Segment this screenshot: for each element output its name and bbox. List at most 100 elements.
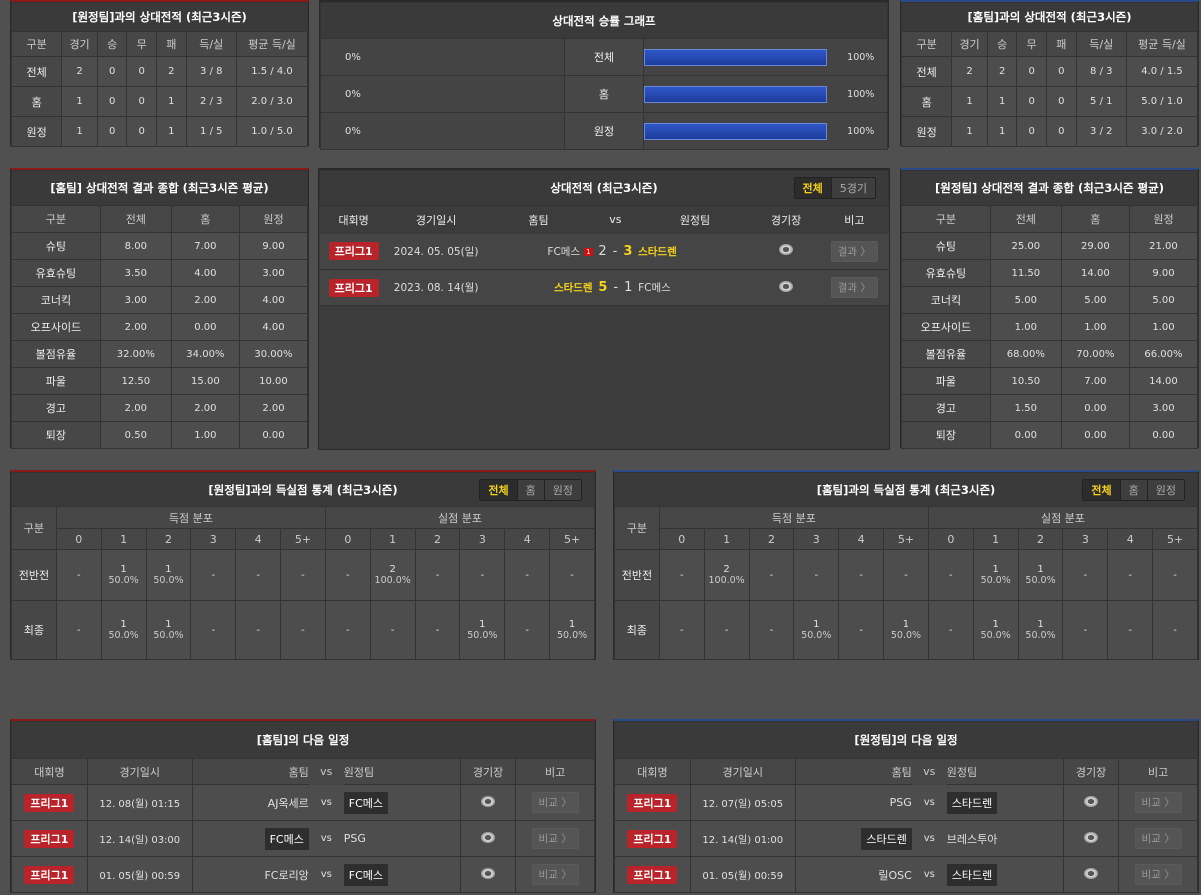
column-header: 구분 (10, 31, 63, 57)
dist-count: 1 (992, 619, 999, 630)
cell-value: 66.00% (1128, 340, 1199, 368)
tab-0[interactable]: 전체 (1083, 479, 1120, 500)
result-button[interactable]: 결과 〉 (830, 277, 878, 298)
stadium-icon[interactable] (481, 831, 496, 843)
compare-button[interactable]: 비교 〉 (1134, 828, 1182, 849)
cell-value: 1 (156, 86, 187, 117)
stadium-icon[interactable] (779, 280, 794, 292)
stadium-icon[interactable] (1084, 831, 1099, 843)
compare-button[interactable]: 비교 〉 (531, 828, 579, 849)
cell-value: 0 (126, 56, 158, 87)
stadium-icon[interactable] (481, 795, 496, 807)
league-badge[interactable]: 프리그1 (24, 829, 75, 848)
column-header: 구분 (11, 205, 101, 233)
dist-count: - (256, 624, 260, 636)
dist-cell: - (658, 600, 705, 660)
tab-1[interactable]: 홈 (1119, 479, 1147, 500)
cell-value: 30.00% (238, 340, 309, 368)
tab-0[interactable]: 전체 (794, 178, 831, 198)
panel-title: [원정팀] 상대전적 결과 종합 (최근3시즌 평균) (901, 170, 1198, 206)
league-badge[interactable]: 프리그1 (328, 278, 379, 297)
tab-1[interactable]: 5경기 (830, 178, 875, 198)
stadium-icon[interactable] (1084, 795, 1099, 807)
cell-value: 0 (96, 86, 128, 117)
cell-value: 0.00 (989, 421, 1062, 449)
league-badge[interactable]: 프리그1 (328, 242, 379, 261)
league-badge[interactable]: 프리그1 (24, 865, 75, 884)
result-button[interactable]: 결과 〉 (830, 240, 878, 262)
row-label: 홈 (10, 86, 63, 117)
date-cell: 12. 07(일) 05:05 (689, 784, 796, 821)
dist-count: 1 (479, 619, 486, 630)
column-header: 득/실 (185, 31, 237, 57)
panel-title-text: [홈팀]의 다음 일정 (256, 733, 350, 747)
dist-percent: 50.0% (980, 630, 1011, 641)
title-row: [홈팀]과의 상대전적 (최근3시즌) (901, 2, 1198, 32)
home-team-cell: 릴OSC (794, 856, 912, 893)
away-team-cell: 브레스투아 (946, 820, 1064, 857)
vs-cell: vs (308, 784, 344, 821)
away-team[interactable]: PSG (343, 832, 366, 845)
cell-value: 4.00 (170, 259, 240, 287)
home-team[interactable]: FC메스 (264, 827, 309, 850)
dist-count: - (435, 569, 440, 581)
home-team[interactable]: 스타드렌 (861, 827, 912, 850)
home-team[interactable]: 스타드렌 (553, 282, 593, 294)
league-badge[interactable]: 프리그1 (627, 793, 678, 812)
dist-count: - (1173, 569, 1177, 581)
compare-button[interactable]: 비교 〉 (531, 792, 579, 813)
table-row: 오프사이드 1.00 1.00 1.00 (901, 313, 1199, 341)
home-team[interactable]: FC메스 (547, 245, 581, 258)
vs-label: vs (320, 869, 332, 880)
stadium-icon[interactable] (481, 867, 496, 879)
column-header: 평균 득/실 (235, 31, 309, 57)
away-team[interactable]: FC메스 (343, 791, 389, 814)
match-date: 12. 14(일) 03:00 (99, 835, 181, 846)
stadium-icon[interactable] (1084, 867, 1099, 879)
away-team[interactable]: 스타드렌 (946, 791, 998, 814)
away-team-cell: 스타드렌 (946, 784, 1064, 821)
panel-title: [원정팀]의 다음 일정 (614, 721, 1198, 759)
away-team[interactable]: 스타드렌 (638, 245, 677, 258)
home-team[interactable]: PSG (889, 796, 912, 809)
column-header-label: 구분 (614, 506, 660, 550)
dist-count: - (769, 569, 774, 581)
league-badge[interactable]: 프리그1 (24, 793, 75, 812)
compare-button[interactable]: 비교 〉 (1134, 792, 1182, 813)
row-label: 전체 (900, 56, 953, 87)
league-badge[interactable]: 프리그1 (627, 829, 678, 848)
dist-count: 1 (165, 619, 172, 630)
goal-count-header: 1 (369, 528, 416, 550)
stadium-cell (751, 233, 821, 270)
away-team[interactable]: 브레스투아 (946, 832, 998, 846)
away-team[interactable]: FC메스 (638, 282, 671, 294)
action-cell: 비교 〉 (515, 856, 595, 893)
win-rate-bar (644, 122, 828, 140)
dist-cell: - (658, 549, 705, 601)
tab-2[interactable]: 원정 (543, 479, 581, 500)
tab-1[interactable]: 홈 (516, 479, 544, 500)
home-team-cell: FC메스 (191, 820, 309, 857)
dist-cell: - (235, 600, 282, 660)
tab-2[interactable]: 원정 (1146, 479, 1184, 500)
away-team[interactable]: 스타드렌 (946, 863, 998, 886)
match-date: 12. 07(일) 05:05 (702, 799, 784, 810)
home-team[interactable]: AJ옥세르 (267, 796, 309, 810)
cell-value: 12.50 (99, 367, 172, 395)
home-team[interactable]: 릴OSC (878, 868, 912, 882)
summary-home-panel: [홈팀] 상대전적 결과 종합 (최근3시즌 평균) 구분 전체 홈 원정 슈팅 8.00 7… (10, 168, 309, 449)
compare-button[interactable]: 비교 〉 (1134, 864, 1182, 885)
home-team[interactable]: FC로리앙 (264, 868, 309, 882)
away-team[interactable]: FC메스 (343, 863, 389, 886)
header-row: 대회명 경기일시 홈팀 vs 원정팀 경기장 비고 (11, 758, 595, 785)
tab-0[interactable]: 전체 (480, 479, 517, 500)
dist-cell: 1 50.0% (972, 600, 1019, 660)
stadium-icon[interactable] (779, 244, 794, 256)
dist-cell: - (838, 600, 885, 660)
table-row: 유효슈팅 11.50 14.00 9.00 (901, 259, 1199, 287)
table-row: 파울 12.50 15.00 10.00 (11, 367, 309, 395)
compare-button[interactable]: 비교 〉 (531, 864, 579, 885)
league-badge[interactable]: 프리그1 (627, 865, 678, 884)
stats-table: [원정팀]과의 상대전적 (최근3시즌) 구분 경기 승 무 패 득/실 평균 득/실 전체 2 0… (10, 2, 309, 147)
